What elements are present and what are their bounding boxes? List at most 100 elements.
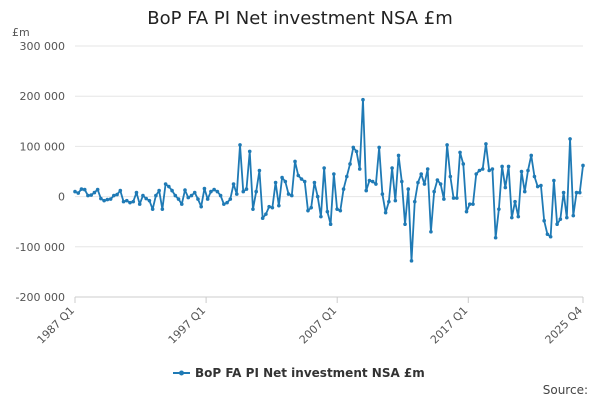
data-point <box>438 182 443 186</box>
data-point <box>299 177 304 181</box>
data-point <box>192 190 197 195</box>
data-point <box>112 193 116 198</box>
data-point <box>555 222 559 227</box>
data-point <box>89 193 93 197</box>
data-point <box>568 137 572 141</box>
data-point <box>241 189 246 194</box>
data-point <box>328 222 333 227</box>
data-point <box>390 166 394 170</box>
data-point <box>539 183 543 188</box>
data-point <box>108 197 113 201</box>
data-point <box>179 202 184 206</box>
data-point <box>225 200 229 205</box>
data-point <box>493 235 498 240</box>
data-point <box>270 205 275 210</box>
data-point <box>92 190 97 195</box>
series-line <box>74 98 584 262</box>
data-point <box>467 202 472 206</box>
data-point <box>273 180 278 185</box>
data-point <box>480 167 485 171</box>
data-point <box>519 169 524 174</box>
data-point <box>196 197 200 201</box>
data-point <box>267 204 271 209</box>
data-point <box>396 153 401 158</box>
data-point <box>429 229 433 234</box>
data-point <box>377 145 381 150</box>
data-point <box>251 207 255 211</box>
data-point <box>484 142 488 146</box>
data-point <box>218 193 223 198</box>
data-point <box>293 159 297 164</box>
data-point <box>348 162 352 166</box>
data-point <box>432 189 436 194</box>
data-point <box>102 198 106 203</box>
data-point <box>257 168 262 173</box>
data-point <box>231 182 236 186</box>
data-point <box>312 180 317 185</box>
data-point <box>487 168 491 173</box>
data-point <box>490 167 495 171</box>
data-point <box>464 209 469 214</box>
data-point <box>419 172 424 176</box>
data-point <box>105 197 110 202</box>
data-point <box>141 193 145 198</box>
data-point <box>461 162 466 166</box>
x-tick-label: 1997 Q1 <box>166 304 209 347</box>
y-tick-label: 0 <box>58 191 65 204</box>
data-point <box>131 199 136 204</box>
data-point <box>306 208 310 213</box>
data-point <box>228 197 233 201</box>
data-point <box>435 178 440 182</box>
data-point <box>209 189 213 194</box>
data-point <box>189 193 194 198</box>
data-point <box>309 205 314 210</box>
data-point <box>374 182 378 186</box>
data-point <box>244 187 249 191</box>
data-point <box>137 202 142 206</box>
data-point <box>338 208 343 213</box>
data-point <box>406 187 411 191</box>
data-point <box>445 143 449 147</box>
data-point <box>332 172 336 176</box>
data-point <box>535 184 540 189</box>
data-point <box>400 179 404 184</box>
data-point <box>202 186 207 191</box>
x-tick-label: 2007 Q1 <box>297 304 340 347</box>
data-point <box>154 193 158 198</box>
y-axis-unit: £m <box>12 26 30 39</box>
data-point <box>212 187 216 192</box>
data-point <box>319 214 323 219</box>
data-point <box>325 209 330 214</box>
data-point <box>516 214 521 219</box>
data-point <box>542 218 546 223</box>
data-point <box>451 196 456 200</box>
data-point <box>186 195 191 200</box>
data-point <box>393 198 398 203</box>
data-point <box>95 187 100 192</box>
data-point <box>86 193 90 198</box>
data-point <box>254 189 258 194</box>
data-point <box>545 232 550 237</box>
data-point <box>416 180 420 185</box>
data-point <box>354 149 359 154</box>
y-tick-label: 100 000 <box>20 140 66 153</box>
data-point <box>574 190 579 195</box>
y-tick-label: -200 000 <box>16 291 65 304</box>
data-point <box>577 190 582 195</box>
data-point <box>302 179 307 184</box>
data-point <box>163 182 168 186</box>
data-point <box>118 188 123 193</box>
data-point <box>458 150 462 155</box>
data-point <box>115 192 119 197</box>
data-point <box>315 194 320 199</box>
data-point <box>128 200 132 205</box>
data-point <box>296 173 301 178</box>
x-tick-label: 2017 Q1 <box>428 304 471 347</box>
data-point <box>144 196 148 201</box>
data-point <box>364 188 369 193</box>
data-point <box>497 207 501 211</box>
data-point <box>403 222 407 227</box>
data-point <box>471 202 475 206</box>
legend: BoP FA PI Net investment NSA £m <box>173 366 425 380</box>
